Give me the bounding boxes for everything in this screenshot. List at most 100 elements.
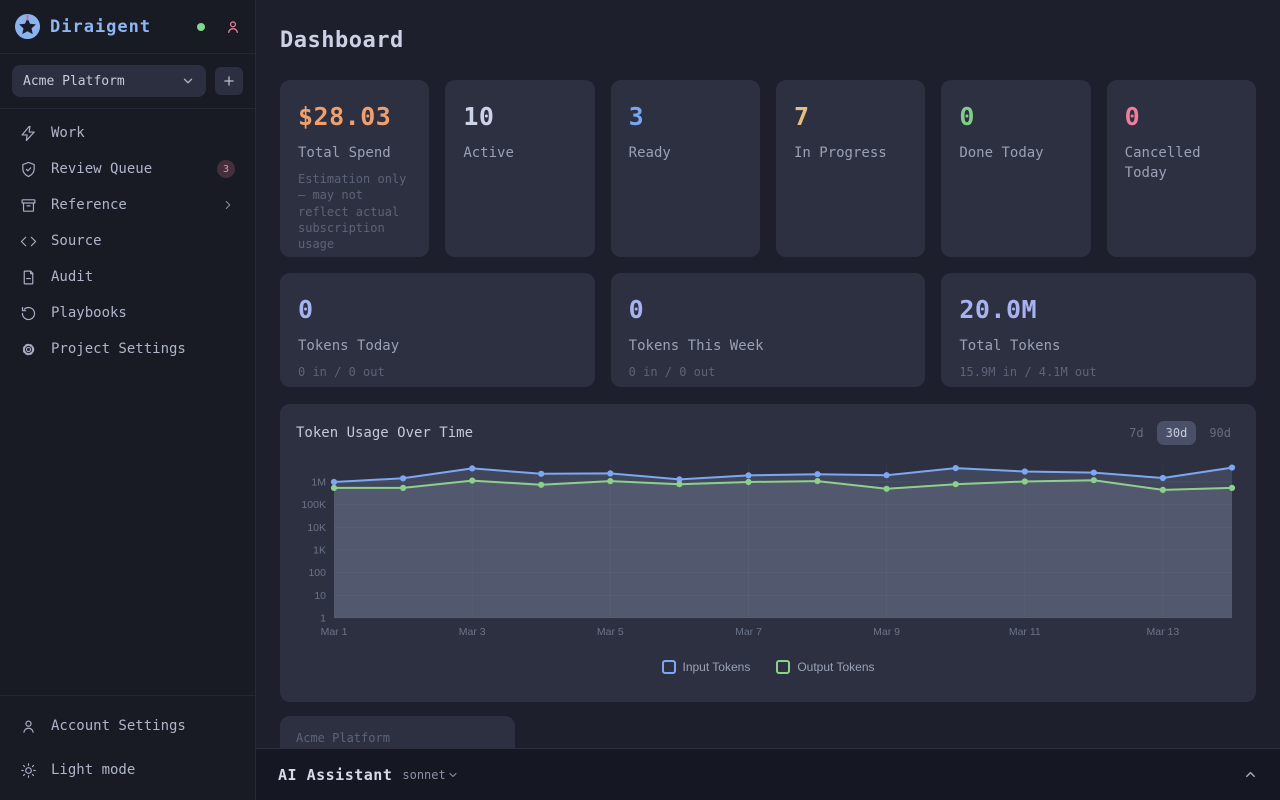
range-90d-button[interactable]: 90d [1200,421,1240,445]
stat-label: Cancelled Today [1124,145,1201,182]
archive-icon [20,197,37,214]
sidebar-item-label: Reference [51,197,127,213]
chart-legend: Input Tokens Output Tokens [296,660,1240,674]
stats-row-2: 0 Tokens Today 0 in / 0 out 0 Tokens This We… [280,273,1256,387]
stat-card: 0 Cancelled Today [1106,80,1256,257]
rotate-icon [20,305,37,322]
stat-value: 0 [298,295,314,324]
sidebar-item-label: Source [51,233,102,249]
svg-text:1M: 1M [311,477,326,489]
bottom-card-title: Acme Platform [296,731,390,745]
chevron-right-icon [221,198,235,212]
sidebar-item-source[interactable]: Source [0,223,255,259]
svg-text:Mar 13: Mar 13 [1147,626,1180,638]
ai-assistant-bar[interactable]: AI Assistant sonnet [256,748,1280,800]
chart-title: Token Usage Over Time [296,425,474,441]
time-range-switcher: 7d 30d 90d [1120,421,1240,445]
legend-swatch-icon [776,660,791,674]
user-icon[interactable] [225,19,241,35]
stat-value: 20.0M [959,295,1038,324]
sun-icon [20,762,37,779]
project-selector-row: Acme Platform [0,54,255,109]
sidebar-item-label: Project Settings [51,341,186,357]
sidebar-item-review-queue[interactable]: Review Queue 3 [0,151,255,187]
sidebar-item-work[interactable]: Work [0,115,255,151]
status-dot [197,22,205,31]
stat-card: $28.03 Total Spend Estimation only — may n… [280,80,430,257]
ai-assistant-title: AI Assistant [278,765,393,784]
svg-text:Mar 9: Mar 9 [873,626,900,638]
stat-label: Tokens This Week [628,338,764,354]
model-selector[interactable]: sonnet [402,768,458,782]
sidebar-item-label: Light mode [51,762,136,778]
legend-label: Input Tokens [682,660,751,674]
document-icon [20,269,37,286]
stat-value: $28.03 [298,102,392,131]
range-7d-button[interactable]: 7d [1120,421,1152,445]
sidebar-item-light-mode[interactable]: Light mode [0,748,255,792]
chart-header: Token Usage Over Time 7d 30d 90d [296,420,1240,446]
project-selector-value: Acme Platform [23,73,125,89]
sidebar-item-label: Audit [51,269,94,285]
gear-icon [20,341,37,358]
stat-label: Tokens Today [298,338,400,354]
brand-name: Diraigent [50,16,152,37]
svg-text:Mar 11: Mar 11 [1009,626,1041,638]
svg-text:10K: 10K [307,522,326,534]
add-project-button[interactable] [215,67,243,95]
svg-text:100K: 100K [301,499,326,511]
stat-value: 10 [463,102,495,131]
person-icon [20,718,37,735]
sidebar-item-project-settings[interactable]: Project Settings [0,331,255,367]
stat-value: 3 [628,102,645,131]
legend-swatch-icon [661,660,676,674]
stat-label: Active [463,145,514,161]
stat-label: In Progress [793,145,887,161]
stat-value: 0 [959,102,975,131]
project-selector[interactable]: Acme Platform [12,65,206,97]
stat-card: 20.0M Total Tokens 15.9M in / 4.1M out [941,273,1256,387]
stat-value: 7 [793,102,810,131]
sidebar: Diraigent Acme Platform Work Review Queue… [0,0,256,800]
sidebar-footer: Account Settings Light mode [0,695,255,800]
stats-row-1: $28.03 Total Spend Estimation only — may n… [280,80,1256,257]
sidebar-nav: Work Review Queue 3 Reference Source Audit Pla… [0,109,255,695]
sidebar-item-playbooks[interactable]: Playbooks [0,295,255,331]
chevron-down-icon [181,74,195,88]
stat-card: 3 Ready [610,80,760,257]
sidebar-item-account-settings[interactable]: Account Settings [0,704,255,748]
stat-subtext: 0 in / 0 out [628,365,716,380]
sidebar-item-label: Account Settings [51,718,186,734]
stat-value: 0 [628,295,645,324]
svg-text:Mar 7: Mar 7 [735,626,762,638]
range-30d-button[interactable]: 30d [1156,421,1197,445]
stat-card: 0 Done Today [941,80,1091,257]
code-icon [20,233,37,250]
main-content: Dashboard $28.03 Total Spend Estimation on… [256,0,1280,800]
svg-text:1K: 1K [313,545,326,557]
stat-label: Total Spend [298,145,391,161]
sidebar-item-audit[interactable]: Audit [0,259,255,295]
svg-text:100: 100 [308,567,326,579]
svg-text:Mar 5: Mar 5 [597,626,624,638]
zap-icon [20,125,37,142]
stat-label: Ready [628,145,671,161]
model-name: sonnet [402,767,446,782]
sidebar-item-reference[interactable]: Reference [0,187,255,223]
stat-subtext: 15.9M in / 4.1M out [959,365,1097,380]
stat-card: 7 In Progress [775,80,926,257]
shield-check-icon [20,161,37,178]
badge: 3 [217,160,235,178]
stat-label: Total Tokens [959,338,1061,354]
sidebar-header: Diraigent [0,0,255,54]
token-usage-chart-card: Token Usage Over Time 7d 30d 90d 1M 100K 10K… [280,404,1256,702]
stat-subtext: Estimation only — may not reflect actual… [298,172,407,252]
stat-value: 0 [1124,102,1141,131]
sidebar-item-label: Review Queue [51,161,153,177]
legend-label: Output Tokens [797,660,875,674]
stat-card: 10 Active [445,80,595,257]
stat-subtext: 0 in / 0 out [298,365,385,380]
chevron-up-icon[interactable] [1243,767,1258,782]
